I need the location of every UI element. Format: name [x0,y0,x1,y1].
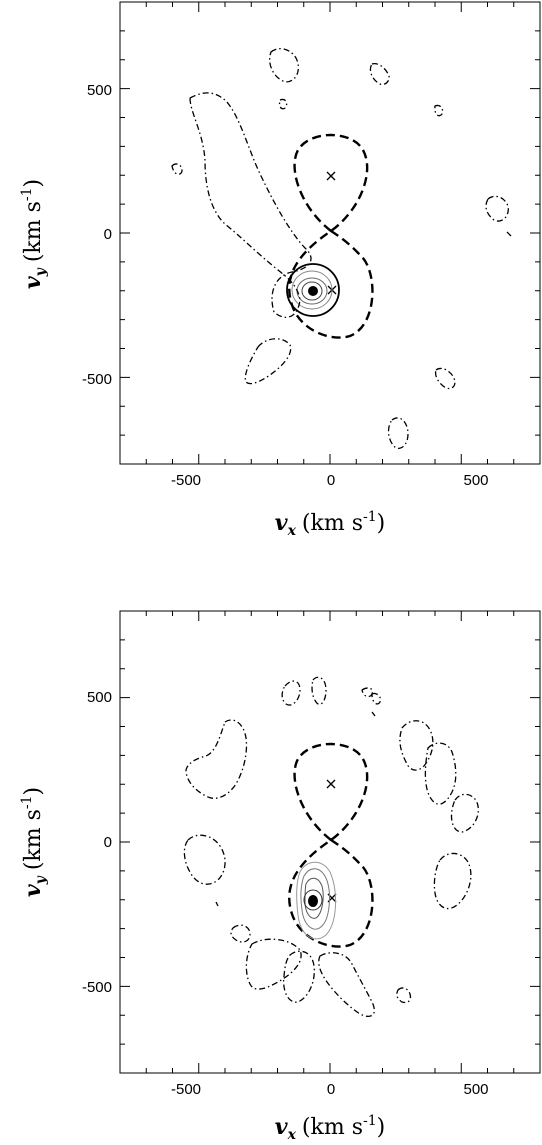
bottom-y-tick-label: 500 [87,689,112,706]
top-emission-contours [286,263,340,317]
top-panel: 500 0 -500 -500 0 500 vx (km s-1) vy(km s… [19,1,541,539]
top-stream-contours [171,47,512,450]
bottom-x-tick-label: -500 [171,1081,201,1098]
bottom-y-tick-label: 0 [104,834,112,851]
bottom-panel: 500 0 -500 -500 0 500 vx (km s-1) vy(km s… [19,610,541,1143]
bottom-roche-lobe [288,742,374,948]
bottom-stream-contours [183,676,479,1017]
bottom-x-tick-label: 500 [463,1081,488,1098]
top-ticks [120,2,540,464]
top-x-axis-label: vx (km s-1) [275,509,385,539]
top-y-axis-label: vy(km s-1) [19,179,49,289]
top-x-tick-label: -500 [171,472,201,489]
top-plot-frame [119,1,541,465]
bottom-x-axis-label: vx (km s-1) [275,1113,385,1143]
bottom-ticks [120,611,540,1073]
top-roche-lobe [288,133,374,339]
top-center-marker-upper [326,171,336,181]
bottom-y-axis-label: vy(km s-1) [19,787,49,897]
top-x-tick-label: 0 [327,472,335,489]
top-y-tick-label: 0 [104,226,112,243]
top-y-tick-label: 500 [87,82,112,99]
bottom-x-tick-label: 0 [327,1081,335,1098]
top-y-tick-label: -500 [82,371,112,388]
bottom-plot-frame [119,610,541,1074]
bottom-center-marker-upper [326,779,336,789]
bottom-y-tick-label: -500 [82,979,112,996]
bottom-emission-contours [296,861,337,940]
top-x-tick-label: 500 [463,472,488,489]
